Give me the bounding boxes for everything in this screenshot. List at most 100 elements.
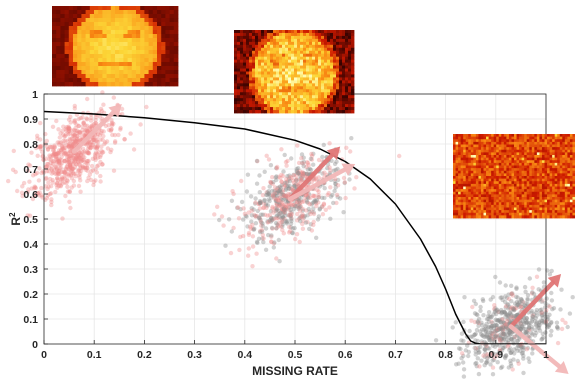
scatter-point — [251, 227, 256, 232]
inset-pixel — [455, 147, 459, 151]
inset-pixel — [511, 173, 515, 177]
inset-pixel — [569, 152, 573, 156]
scatter-point — [497, 326, 503, 331]
scatter-point — [48, 191, 54, 196]
inset-pixel — [240, 62, 244, 66]
inset-pixel — [458, 160, 462, 164]
inset-pixel — [541, 168, 545, 172]
inset-pixel — [324, 98, 328, 102]
scatter-point — [279, 179, 284, 184]
inset-pixel — [106, 78, 112, 83]
scatter-point — [70, 139, 76, 144]
scatter-point — [49, 171, 54, 176]
inset-pixel — [258, 104, 262, 108]
inset-pixel — [508, 155, 512, 159]
scatter-point — [261, 205, 266, 210]
inset-pixel — [267, 65, 271, 69]
scatter-point — [122, 137, 127, 142]
inset-pixel — [73, 62, 78, 67]
inset-pixel — [237, 107, 241, 111]
inset-pixel — [140, 78, 145, 83]
inset-pixel — [294, 77, 298, 81]
inset-pixel — [526, 155, 530, 159]
scatter-point — [301, 213, 306, 219]
inset-pixel — [508, 134, 512, 138]
scatter-point — [313, 201, 319, 206]
scatter-point — [93, 117, 98, 123]
inset-pixel — [541, 189, 545, 193]
inset-pixel — [470, 157, 474, 161]
inset-pixel — [491, 176, 495, 180]
scatter-point — [502, 322, 507, 327]
inset-pixel — [52, 30, 57, 35]
scatter-point — [490, 343, 496, 348]
scatter-point — [508, 332, 513, 337]
scatter-point — [485, 329, 491, 335]
scatter-point — [317, 207, 322, 212]
inset-pixel — [536, 191, 540, 195]
inset-pixel — [255, 35, 259, 40]
inset-pixel — [557, 168, 561, 172]
inset-pixel — [240, 68, 244, 72]
inset-pixel — [294, 107, 298, 111]
inset-pixel — [478, 191, 482, 195]
scatter-point — [128, 131, 133, 136]
inset-pixel — [498, 149, 502, 153]
inset-pixel — [531, 155, 535, 159]
scatter-point — [53, 154, 59, 159]
inset-pixel — [106, 18, 112, 23]
scatter-point — [510, 293, 515, 298]
inset-pixel — [342, 86, 346, 90]
inset-pixel — [516, 189, 520, 193]
scatter-point — [473, 301, 478, 307]
inset-pixel — [455, 186, 459, 190]
scatter-point — [263, 226, 269, 231]
scatter-point — [86, 150, 91, 155]
scatter-point — [453, 320, 458, 325]
inset-pixel — [478, 152, 482, 156]
inset-pixel — [288, 86, 292, 90]
scatter-point — [92, 152, 98, 157]
inset-pixel — [252, 44, 256, 49]
inset-pixel — [569, 134, 573, 138]
inset-pixel — [521, 139, 525, 143]
inset-pixel — [264, 110, 268, 114]
inset-pixel — [264, 50, 268, 55]
inset-pixel — [318, 107, 322, 111]
inset-pixel — [345, 41, 349, 46]
inset-pixel — [157, 42, 162, 47]
inset-pixel — [282, 41, 286, 46]
inset-pixel — [564, 162, 568, 166]
inset-pixel — [503, 191, 507, 195]
inset-pixel — [173, 46, 179, 51]
inset-pixel — [77, 42, 82, 47]
inset-pixel — [465, 183, 469, 187]
scatter-point — [279, 206, 284, 212]
inset-pixel — [486, 144, 489, 148]
inset-pixel — [567, 183, 571, 187]
scatter-point — [66, 117, 72, 122]
scatter-point — [308, 167, 314, 172]
scatter-point — [54, 154, 59, 159]
scatter-point — [252, 226, 257, 231]
scatter-point — [480, 327, 485, 332]
scatter-point — [303, 192, 308, 198]
inset-pixel — [56, 70, 61, 75]
inset-pixel — [282, 32, 286, 37]
inset-pixel — [169, 14, 175, 19]
scatter-point — [58, 183, 63, 188]
inset-pixel — [157, 30, 162, 35]
scatter-point — [300, 172, 306, 177]
inset-pixel — [339, 68, 343, 72]
scatter-point — [456, 361, 461, 366]
scatter-point — [527, 327, 532, 333]
inset-pixel — [506, 183, 510, 187]
scatter-point — [519, 298, 525, 303]
inset-pixel — [330, 104, 334, 108]
inset-pixel — [161, 78, 166, 83]
scatter-point — [78, 165, 83, 170]
inset-pixel — [288, 56, 292, 61]
inset-pixel — [249, 50, 253, 55]
inset-pixel — [453, 155, 456, 159]
scatter-point — [80, 154, 86, 159]
